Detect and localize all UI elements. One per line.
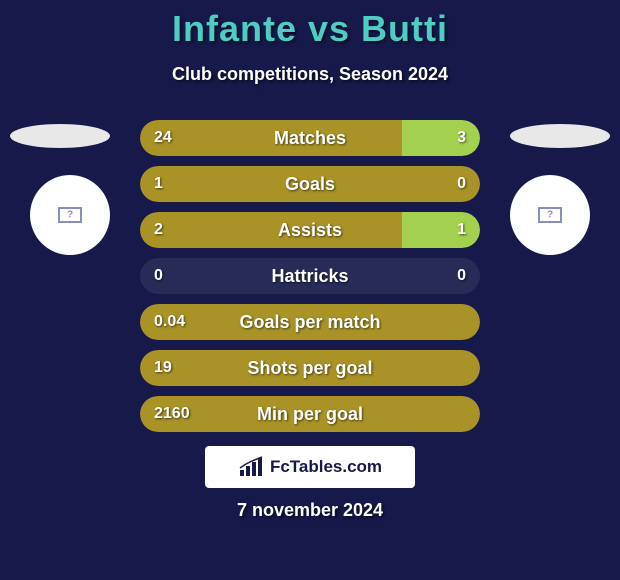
page-subtitle: Club competitions, Season 2024	[0, 64, 620, 85]
stat-row: 10Goals	[140, 166, 480, 202]
stat-label: Goals per match	[140, 304, 480, 340]
player-right-avatar	[510, 175, 590, 255]
stat-label: Hattricks	[140, 258, 480, 294]
placeholder-icon	[538, 207, 562, 223]
stat-row: 00Hattricks	[140, 258, 480, 294]
logo-chart-icon	[238, 456, 264, 478]
player-left-ellipse	[10, 124, 110, 148]
stat-row: 0.04Goals per match	[140, 304, 480, 340]
logo-text: FcTables.com	[270, 457, 382, 477]
stat-label: Min per goal	[140, 396, 480, 432]
player-left-avatar	[30, 175, 110, 255]
stat-label: Matches	[140, 120, 480, 156]
date-text: 7 november 2024	[0, 500, 620, 521]
player-right-ellipse	[510, 124, 610, 148]
page-title: Infante vs Butti	[0, 0, 620, 50]
placeholder-icon	[58, 207, 82, 223]
stats-container: 243Matches 10Goals 21Assists 00Hattricks 0.0…	[140, 120, 480, 442]
stat-row: 19Shots per goal	[140, 350, 480, 386]
stat-label: Assists	[140, 212, 480, 248]
logo-box: FcTables.com	[205, 446, 415, 488]
stat-row: 243Matches	[140, 120, 480, 156]
stat-label: Shots per goal	[140, 350, 480, 386]
stat-row: 2160Min per goal	[140, 396, 480, 432]
stat-row: 21Assists	[140, 212, 480, 248]
stat-label: Goals	[140, 166, 480, 202]
